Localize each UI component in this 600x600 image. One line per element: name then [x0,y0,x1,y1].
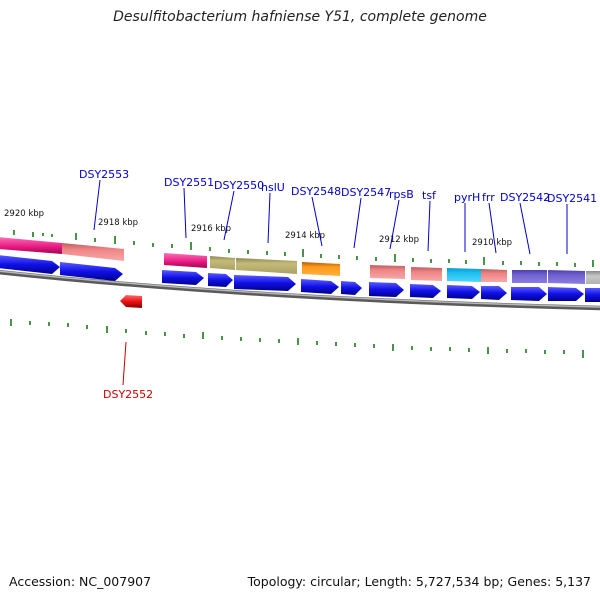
map-title: Desulfitobacterium hafniense Y51, comple… [113,9,487,25]
gene-label-dsy2550[interactable]: DSY2550 [214,179,264,192]
genome-backbone-highlight [0,270,600,308]
scale-label: 2914 kbp [285,231,325,241]
feature-bar[interactable] [447,268,481,282]
feature-bar[interactable] [548,270,585,284]
accession-text: Accession: NC_007907 [9,574,152,589]
cds-forward-track [0,255,600,302]
scale-labels: 2920 kbp 2918 kbp 2916 kbp 2914 kbp 2912… [4,209,512,248]
feature-bar[interactable] [586,271,600,284]
outer-tick-ring [13,230,594,267]
feature-bars [0,237,600,284]
cds-arrow[interactable] [0,255,60,274]
cds-arrow[interactable] [341,281,362,295]
gene-label-dsy2541[interactable]: DSY2541 [547,192,597,205]
feature-bar[interactable] [210,256,235,270]
gene-label-dsy2552[interactable]: DSY2552 [103,388,153,401]
feature-bar[interactable] [481,269,507,282]
cds-arrow[interactable] [369,282,404,297]
cds-arrow[interactable] [410,284,441,298]
gene-label-dsy2542[interactable]: DSY2542 [500,191,550,204]
feature-bar[interactable] [512,270,547,283]
cds-arrow[interactable] [585,288,600,302]
scale-label: 2918 kbp [98,218,138,228]
gene-label-dsy2551[interactable]: DSY2551 [164,176,214,189]
feature-bar[interactable] [236,258,297,274]
scale-label: 2912 kbp [379,235,419,245]
cds-arrow[interactable] [301,279,339,294]
gene-label-dsy2547[interactable]: DSY2547 [341,186,391,199]
cds-arrow[interactable] [60,262,123,281]
inner-tick-ring [10,319,584,358]
gene-label-hslu[interactable]: hslU [261,181,285,194]
gene-label-dsy2548[interactable]: DSY2548 [291,185,341,198]
gene-label-tsf[interactable]: tsf [422,189,437,202]
cds-arrow[interactable] [447,285,480,299]
cds-arrow[interactable] [208,273,233,287]
feature-bar[interactable] [411,267,442,281]
label-leaders [93,179,568,386]
cds-arrow[interactable] [481,286,507,300]
feature-bar[interactable] [62,243,124,261]
scale-label: 2920 kbp [4,209,44,219]
cds-arrow-reverse[interactable] [120,295,142,308]
feature-bar[interactable] [164,253,207,268]
cds-arrow[interactable] [162,270,204,285]
genome-backbone [0,269,600,311]
gene-label-pyrh[interactable]: pyrH [454,191,480,204]
gene-label-rpsb[interactable]: rpsB [389,188,414,201]
cds-reverse-track [120,295,142,308]
genome-summary-text: Topology: circular; Length: 5,727,534 bp… [247,574,591,589]
feature-bar[interactable] [0,237,62,254]
cds-arrow[interactable] [511,287,547,301]
gene-label-dsy2553[interactable]: DSY2553 [79,168,129,181]
feature-bar[interactable] [302,262,340,276]
gene-label-frr[interactable]: frr [482,191,495,204]
gene-labels: DSY2553 DSY2551 DSY2550 hslU DSY2548 DSY… [79,168,597,401]
scale-label: 2916 kbp [191,224,231,234]
scale-label: 2910 kbp [472,238,512,248]
cds-arrow[interactable] [234,275,296,291]
feature-bar[interactable] [370,265,405,279]
cds-arrow[interactable] [548,287,584,301]
